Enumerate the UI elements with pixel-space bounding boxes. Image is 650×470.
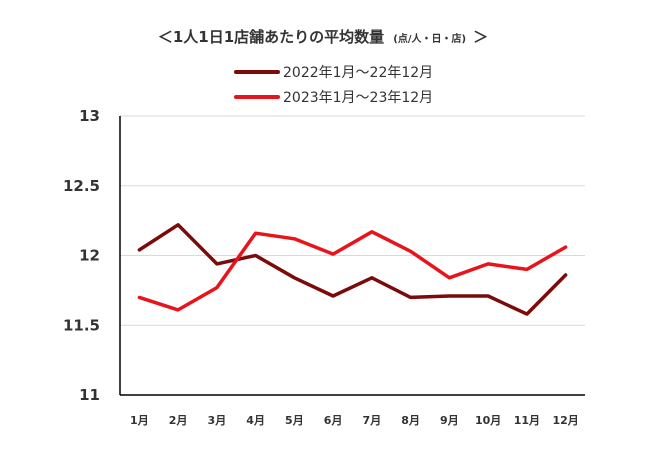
x-tick-label: 4月: [246, 414, 265, 427]
chart-title: ＜1人1日1店舗あたりの平均数量 (点/人・日・店) ＞: [158, 27, 488, 46]
x-tick-label: 3月: [208, 414, 227, 427]
series-lines: [137, 223, 568, 316]
x-tick-label: 2月: [169, 414, 188, 427]
y-axis-ticks: 13 12.5 12 11.5 11: [63, 107, 100, 404]
gridlines: [120, 115, 585, 326]
legend-label-2022: 2022年1月～22年12月: [283, 65, 433, 81]
x-tick-label: 8月: [401, 414, 420, 427]
x-tick-label: 10月: [475, 414, 501, 427]
y-tick-label: 13: [79, 107, 100, 125]
series-line-2023: [137, 230, 568, 312]
y-tick-label: 12: [79, 247, 100, 265]
x-axis-ticks: 1月 2月 3月 4月 5月 6月 7月 8月 9月 10月 11月 12月: [130, 414, 579, 427]
legend: 2022年1月～22年12月 2023年1月～23年12月: [234, 65, 433, 106]
axes: [119, 116, 585, 396]
x-tick-label: 12月: [552, 414, 578, 427]
y-tick-label: 11.5: [63, 316, 100, 334]
chart-title-unit: (点/人・日・店): [393, 32, 466, 45]
y-tick-label: 11: [79, 386, 100, 404]
x-tick-label: 9月: [440, 414, 459, 427]
legend-label-2023: 2023年1月～23年12月: [283, 90, 433, 106]
y-tick-label: 12.5: [63, 177, 100, 195]
x-tick-label: 11月: [514, 414, 540, 427]
series-line-2022: [137, 223, 568, 316]
x-tick-label: 5月: [285, 414, 304, 427]
x-tick-label: 7月: [363, 414, 382, 427]
x-tick-label: 1月: [130, 414, 149, 427]
chart-title-close: ＞: [473, 28, 488, 46]
x-tick-label: 6月: [324, 414, 343, 427]
chart-title-main: ＜1人1日1店舗あたりの平均数量: [158, 28, 384, 46]
